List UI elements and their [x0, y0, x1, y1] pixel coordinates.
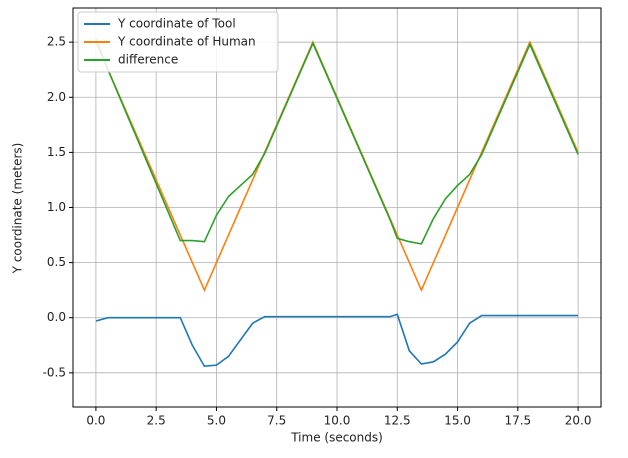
x-tick-label: 10.0 [324, 414, 351, 428]
legend-box [77, 11, 279, 73]
series-line [95, 313, 579, 368]
y-tick-label: -0.5 [43, 365, 66, 379]
x-tick-label: 12.5 [384, 414, 411, 428]
x-tick-label: 0.0 [86, 414, 105, 428]
y-tick-label: 2.5 [47, 35, 66, 49]
x-tick-label: 7.5 [267, 414, 286, 428]
y-tick-label: 0.5 [47, 255, 66, 269]
x-tick-label: 20.0 [565, 414, 592, 428]
x-axis-label: Time (seconds) [290, 431, 383, 445]
x-tick-label: 2.5 [147, 414, 166, 428]
x-tick-label: 5.0 [207, 414, 226, 428]
x-tick-label: 15.0 [444, 414, 471, 428]
y-tick-label: 1.0 [47, 200, 66, 214]
legend-label: difference [118, 53, 178, 67]
y-tick-label: 1.5 [47, 145, 66, 159]
plot-frame [72, 7, 602, 408]
y-tick-label: 2.0 [47, 90, 66, 104]
x-tick-label: 17.5 [504, 414, 531, 428]
y-tick-label: 0.0 [47, 310, 66, 324]
legend-label: Y coordinate of Human [117, 35, 256, 49]
series-line [95, 38, 579, 245]
legend-label: Y coordinate of Tool [117, 17, 236, 31]
y-axis-label: Y coordinate (meters) [11, 143, 25, 275]
